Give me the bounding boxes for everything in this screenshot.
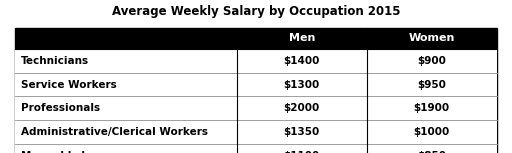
Text: $850: $850 <box>417 151 446 153</box>
Text: $2000: $2000 <box>284 103 320 113</box>
Text: $1900: $1900 <box>414 103 450 113</box>
Text: $900: $900 <box>417 56 446 66</box>
Text: Technicians: Technicians <box>21 56 89 66</box>
Text: $1400: $1400 <box>284 56 320 66</box>
Text: $1300: $1300 <box>284 80 320 90</box>
Bar <box>15 73 497 96</box>
Text: Average Weekly Salary by Occupation 2015: Average Weekly Salary by Occupation 2015 <box>112 5 400 18</box>
Text: $950: $950 <box>417 80 446 90</box>
Text: $1350: $1350 <box>284 127 320 137</box>
Text: Men: Men <box>289 33 315 43</box>
Bar <box>15 28 497 49</box>
Text: $1100: $1100 <box>284 151 320 153</box>
Text: Administrative/Clerical Workers: Administrative/Clerical Workers <box>21 127 208 137</box>
Text: Service Workers: Service Workers <box>21 80 117 90</box>
Text: $1000: $1000 <box>414 127 450 137</box>
Bar <box>15 144 497 153</box>
Text: Women: Women <box>409 33 455 43</box>
Bar <box>15 120 497 144</box>
Bar <box>15 96 497 120</box>
Bar <box>15 49 497 73</box>
Text: Manual Laborers: Manual Laborers <box>21 151 120 153</box>
Text: Professionals: Professionals <box>21 103 100 113</box>
